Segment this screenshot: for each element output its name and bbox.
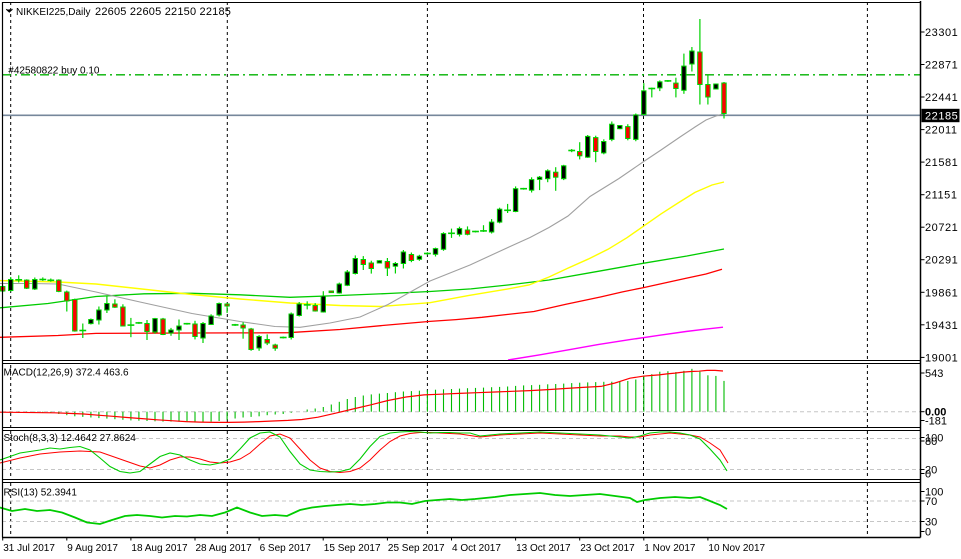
svg-text:13 Oct 2017: 13 Oct 2017 [516, 543, 571, 554]
svg-text:100: 100 [925, 433, 943, 445]
svg-text:-181: -181 [925, 416, 947, 428]
svg-text:15 Sep 2017: 15 Sep 2017 [324, 543, 381, 554]
svg-text:6 Sep 2017: 6 Sep 2017 [260, 543, 312, 554]
svg-text:18 Aug 2017: 18 Aug 2017 [131, 543, 188, 554]
svg-text:22011: 22011 [925, 125, 958, 137]
svg-text:4 Oct 2017: 4 Oct 2017 [452, 543, 501, 554]
svg-text:RSI(13) 52.3941: RSI(13) 52.3941 [4, 488, 78, 499]
svg-text:30: 30 [925, 517, 937, 529]
svg-text:23301: 23301 [925, 27, 958, 39]
svg-text:21581: 21581 [925, 157, 958, 169]
svg-text:28 Aug 2017: 28 Aug 2017 [196, 543, 253, 554]
svg-text:NIKKEI225,Daily: NIKKEI225,Daily [16, 7, 90, 18]
svg-text:20: 20 [925, 465, 937, 477]
svg-text:80: 80 [925, 436, 937, 448]
svg-text:0: 0 [925, 469, 931, 481]
svg-text:70: 70 [925, 496, 937, 508]
svg-text:100: 100 [925, 487, 943, 499]
svg-text:20291: 20291 [925, 255, 958, 267]
svg-text:22185: 22185 [925, 111, 958, 123]
svg-text:0.00: 0.00 [925, 407, 946, 419]
svg-text:25 Sep 2017: 25 Sep 2017 [388, 543, 445, 554]
svg-text:MACD(12,26,9) 372.4 463.6: MACD(12,26,9) 372.4 463.6 [4, 368, 130, 379]
svg-text:9 Aug 2017: 9 Aug 2017 [67, 543, 118, 554]
svg-text:19861: 19861 [925, 287, 958, 299]
svg-text:19001: 19001 [925, 352, 958, 364]
svg-text:22605 22605 22150 22185: 22605 22605 22150 22185 [95, 6, 231, 18]
svg-text:543: 543 [925, 368, 943, 380]
svg-text:23 Oct 2017: 23 Oct 2017 [580, 543, 635, 554]
svg-text:31 Jul 2017: 31 Jul 2017 [3, 543, 55, 554]
svg-text:1 Nov 2017: 1 Nov 2017 [644, 543, 696, 554]
svg-text:19431: 19431 [925, 320, 958, 332]
svg-text:0: 0 [925, 527, 931, 539]
svg-text:Stoch(8,3,3) 12.4642 27.8624: Stoch(8,3,3) 12.4642 27.8624 [4, 433, 137, 444]
svg-text:#42580822 buy 0.10: #42580822 buy 0.10 [8, 65, 100, 76]
svg-text:22871: 22871 [925, 60, 958, 72]
svg-text:20721: 20721 [925, 222, 958, 234]
svg-text:21151: 21151 [925, 190, 958, 202]
svg-text:22441: 22441 [925, 92, 958, 104]
svg-text:10 Nov 2017: 10 Nov 2017 [708, 543, 765, 554]
